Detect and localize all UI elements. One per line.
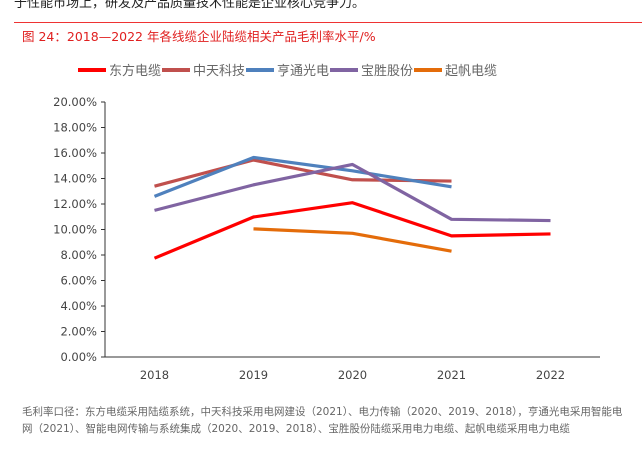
y-tick-label: 8.00%	[60, 248, 97, 262]
figure-title: 图 24：2018—2022 年各线缆企业陆缆相关产品毛利率水平/%	[22, 29, 376, 44]
y-tick-label: 18.00%	[53, 121, 97, 135]
legend-label: 起帆电缆	[445, 63, 497, 79]
y-tick-label: 20.00%	[53, 95, 97, 109]
x-tick-label: 2018	[140, 368, 169, 382]
x-tick-label: 2019	[239, 368, 268, 382]
x-tick-label: 2020	[338, 368, 367, 382]
body-text-fragment: 于性能市场上，研发及产品质量技术性能是企业核心竞争力。	[14, 0, 366, 11]
y-tick-label: 14.00%	[53, 172, 97, 186]
legend-label: 中天科技	[193, 64, 245, 79]
x-tick-label: 2021	[437, 368, 466, 382]
y-tick-label: 4.00%	[60, 299, 97, 313]
y-tick-label: 12.00%	[53, 197, 97, 211]
legend-label: 东方电缆	[109, 63, 161, 79]
y-tick-label: 10.00%	[53, 223, 97, 237]
legend-label: 宝胜股份	[361, 64, 413, 79]
y-tick-label: 2.00%	[60, 325, 97, 339]
footnote: 毛利率口径：东方电缆采用陆缆系统，中天科技采用电网建设（2021）、电力传输（2…	[22, 406, 623, 435]
title-rule	[14, 22, 642, 23]
legend-label: 亨通光电	[277, 63, 329, 79]
line-chart: 0.00% 2.00% 4.00% 6.00% 8.00% 10.00% 12.00% 14.…	[53, 63, 600, 382]
y-tick-label: 6.00%	[60, 274, 97, 288]
series-line-起帆电缆	[253, 227, 452, 253]
x-tick-label: 2022	[536, 368, 565, 382]
y-tick-label: 0.00%	[60, 350, 97, 364]
series-line-东方电缆	[153, 201, 551, 260]
series-line-亨通光电	[153, 155, 452, 198]
y-tick-label: 16.00%	[53, 146, 97, 160]
